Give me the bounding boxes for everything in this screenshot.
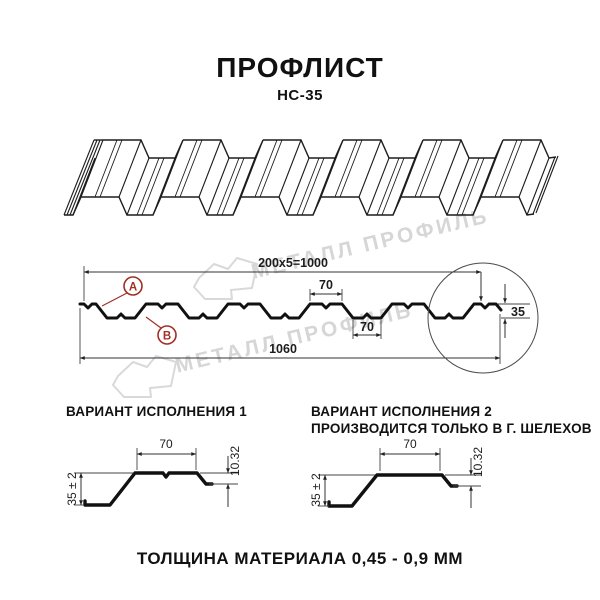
variant-2-dim-height: 35 ± 2 (309, 473, 323, 507)
sheet-3d-view (63, 139, 559, 216)
dim-height-label: 35 (511, 305, 525, 319)
callout-b-label: В (163, 331, 171, 343)
variant-2-title-block: ВАРИАНТ ИСПОЛНЕНИЯ 2 ПРОИЗВОДИТСЯ ТОЛЬКО… (311, 404, 592, 437)
dim-valley-label: 70 (360, 320, 374, 334)
dim-height (498, 284, 530, 338)
variant-1-drawing: 70 10.32 35 ± 2 (65, 437, 242, 507)
dim-total-width (79, 308, 501, 364)
page-title: ПРОФЛИСТ (216, 52, 384, 83)
variant-1-dim-lip: 10.32 (228, 446, 242, 476)
watermark-logo-polygons (112, 257, 258, 398)
dim-working-width (83, 266, 483, 302)
variant-2-dim-top: 70 (403, 437, 417, 451)
material-thickness-note: ТОЛЩИНА МАТЕРИАЛА 0,45 - 0,9 ММ (136, 549, 464, 568)
watermark-logo-2 (112, 355, 177, 398)
variant-1-title: ВАРИАНТ ИСПОЛНЕНИЯ 1 (66, 404, 247, 419)
dim-working-width-label: 200x5=1000 (258, 256, 328, 270)
detail-circle (427, 262, 539, 374)
variant-2-dims (318, 448, 481, 508)
callout-a: А (101, 276, 143, 307)
variant-1-profile (83, 471, 214, 507)
variant-2-profile (327, 473, 459, 508)
variant-1-dims (74, 448, 238, 507)
callout-b: В (145, 316, 177, 345)
variant-2-title: ВАРИАНТ ИСПОЛНЕНИЯ 2 (311, 404, 492, 419)
watermark-logo-1 (193, 257, 258, 300)
dim-valley (352, 320, 382, 339)
dim-crest-label: 70 (319, 278, 333, 292)
variant-1-dim-height: 35 ± 2 (65, 472, 79, 506)
variant-1-dim-top: 70 (159, 437, 173, 451)
callout-a-label: А (129, 282, 137, 294)
variant-2-drawing: 70 10.32 35 ± 2 (309, 437, 485, 508)
variant-2-subtitle: ПРОИЗВОДИТСЯ ТОЛЬКО В Г. ШЕЛЕХОВ (311, 420, 592, 436)
dim-total-width-label: 1060 (269, 342, 297, 356)
cross-section-profile (78, 302, 503, 320)
profile-code: НС-35 (277, 87, 323, 104)
dim-crest (309, 289, 343, 301)
cross-section: 200x5=1000 70 70 1060 (78, 256, 539, 374)
variant-2-dim-lip: 10.32 (471, 447, 485, 477)
